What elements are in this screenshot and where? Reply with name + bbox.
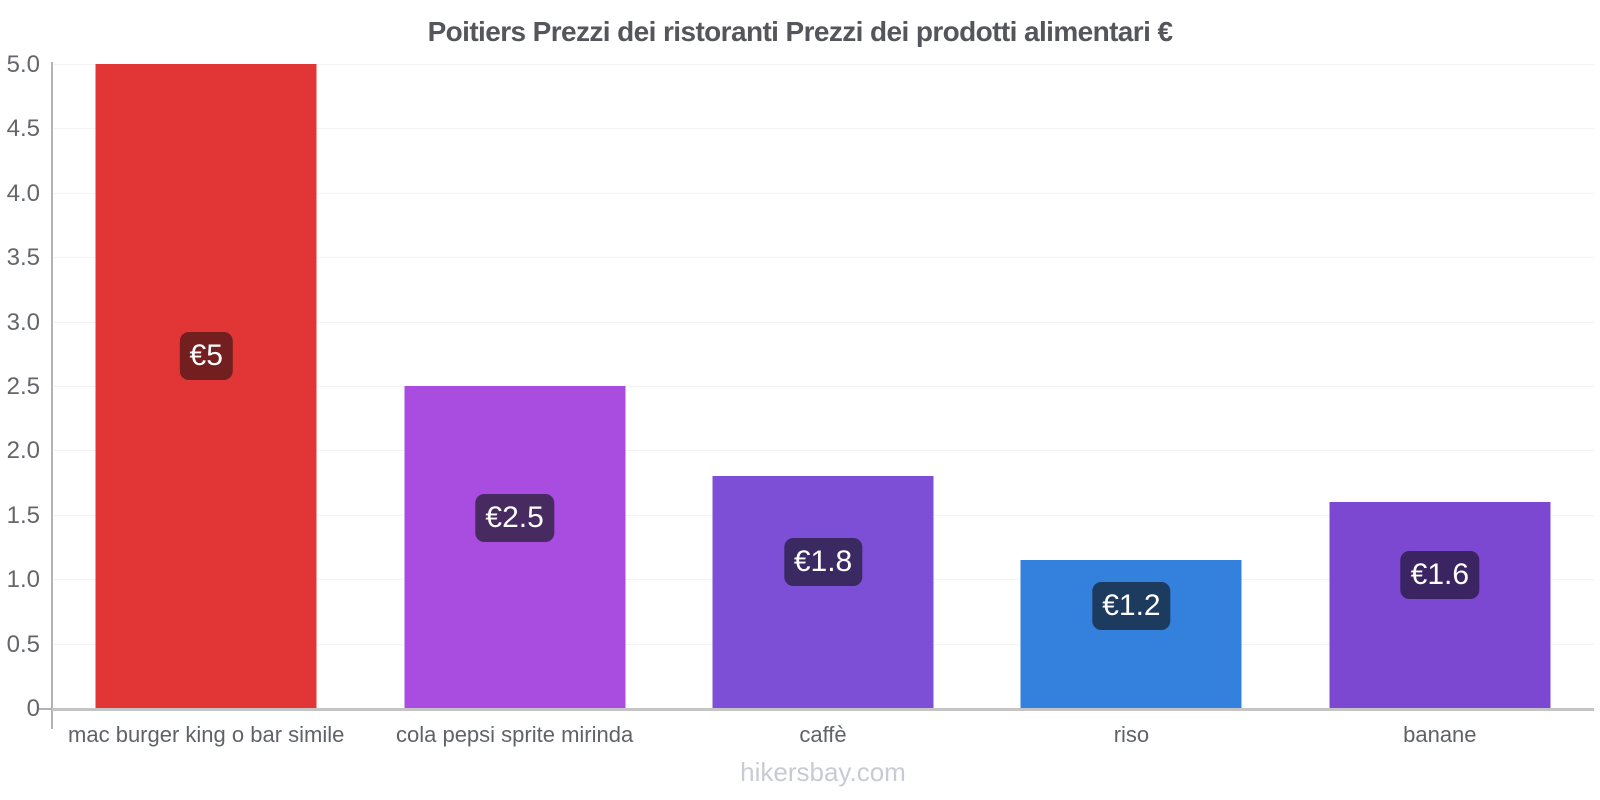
value-label: €2.5 [485,501,544,535]
x-axis-label: cola pepsi sprite mirinda [395,722,634,747]
y-tick-label: 1.5 [6,501,40,529]
x-axis-label: mac burger king o bar simile [68,722,345,747]
x-axis-label: caffè [799,722,847,747]
value-label-chip: €1.8 [783,537,863,586]
bar-mac-burger-king-o-bar-simile: €5 [95,64,317,708]
y-tick-label: 4.5 [6,115,40,143]
gridline [54,192,1594,194]
gridline [54,321,1594,323]
gridline [54,257,1594,259]
y-tick-label: 1.0 [6,566,40,594]
bars-container: €5 €2.5 €1.8 [52,64,1594,709]
y-tick-label: 5.0 [6,51,40,78]
gridline [54,128,1594,130]
bar-slot: €1.8 [669,65,977,709]
x-axis-line [52,708,1594,711]
y-axis-line [51,62,53,729]
footer-watermark: hikersbay.com [740,757,906,787]
value-label-chip: €5 [179,331,233,380]
bar-slot: €5 [52,64,360,709]
value-label: €5 [189,338,223,372]
bar-slot: €1.2 [977,65,1285,709]
value-label-chip: €2.5 [475,494,554,543]
value-label-chip: €1.6 [1400,551,1480,600]
x-axis-label: riso [1113,722,1150,747]
gridline [54,64,1594,65]
y-tick-label: 2.5 [6,373,40,400]
y-tick-label: 3.0 [6,308,40,336]
y-tick-label: 0.5 [6,630,40,658]
y-tick-label: 3.5 [6,244,40,272]
gridline [54,386,1594,387]
bar-slot: €1.6 [1286,65,1594,709]
bar-riso: €1.2 [1020,559,1242,708]
y-tick-label: 2.0 [6,437,40,465]
bar-cola-pepsi-sprite-mirinda: €2.5 [404,386,626,708]
value-label: €1.6 [1410,558,1470,592]
value-label: €1.8 [793,544,853,578]
chart-title: Poitiers Prezzi dei ristoranti Prezzi de… [427,16,1173,47]
bar-banane: €1.6 [1329,501,1551,708]
bar-slot: €2.5 [360,65,668,709]
gridline [54,450,1594,452]
y-axis-zero-tick [39,708,52,710]
y-tick-label: 0 [26,695,40,722]
x-axis-labels: mac burger king o bar simile cola pepsi … [52,722,1594,748]
value-label-chip: €1.2 [1092,581,1171,630]
value-label: €1.2 [1102,588,1161,622]
plot-area: 0 0.5 1.0 1.5 2.0 2.5 3.0 3.5 4.0 4.5 5.0 €5 €2.5 [7,53,1594,729]
x-axis-label: banane [1403,722,1477,747]
y-tick-label: 4.0 [6,179,40,207]
bar-caffe: €1.8 [712,476,934,708]
